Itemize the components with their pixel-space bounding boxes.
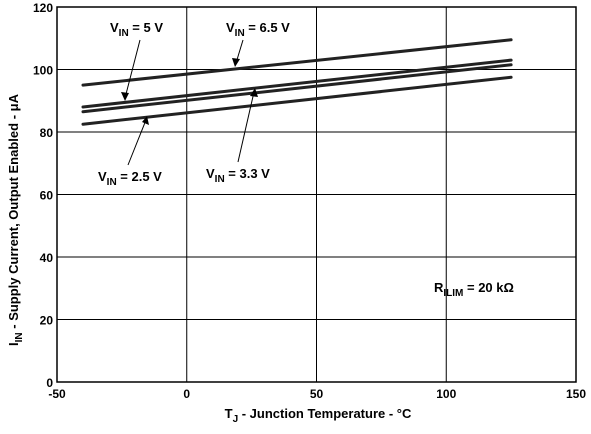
x-tick-label: 150 bbox=[566, 387, 586, 401]
x-tick-label: 0 bbox=[183, 387, 190, 401]
x-tick-label: -50 bbox=[48, 387, 66, 401]
leader-arrowhead bbox=[250, 88, 258, 97]
leader-arrowhead bbox=[121, 92, 129, 101]
grid bbox=[57, 7, 576, 382]
series-label-vin-6p5: VIN = 6.5 V bbox=[226, 20, 290, 67]
y-tick-label: 120 bbox=[33, 1, 53, 15]
series-label-text: VIN = 2.5 V bbox=[98, 169, 162, 188]
x-axis-label-main: T bbox=[225, 406, 233, 421]
y-tick-label: 40 bbox=[40, 251, 54, 265]
series-label-vin-2p5: VIN = 2.5 V bbox=[98, 116, 162, 188]
series-line-3 bbox=[81, 75, 513, 126]
leader-line bbox=[124, 39, 141, 99]
rilim-annotation: RILIM = 20 kΩ bbox=[434, 280, 514, 299]
y-axis-label-main: I bbox=[6, 342, 21, 346]
series-line-1 bbox=[81, 58, 513, 109]
leader-line bbox=[237, 91, 255, 163]
series-label-text: VIN = 3.3 V bbox=[206, 166, 270, 185]
leader-arrowhead bbox=[232, 58, 240, 67]
leader-arrowhead bbox=[142, 116, 149, 125]
plot-border bbox=[56, 6, 577, 383]
series-label-text: VIN = 5 V bbox=[110, 20, 163, 39]
series-label-vin-5: VIN = 5 V bbox=[110, 20, 163, 101]
y-axis-label: IIN - Supply Current, Output Enabled - μ… bbox=[6, 93, 25, 346]
y-tick-label: 80 bbox=[40, 126, 54, 140]
y-tick-label: 60 bbox=[40, 189, 54, 203]
y-tick-label: 100 bbox=[33, 64, 53, 78]
series-label-vin-3p3: VIN = 3.3 V bbox=[206, 88, 270, 185]
y-tick-label: 20 bbox=[40, 314, 54, 328]
plot-frame bbox=[56, 6, 577, 383]
series-line-0 bbox=[81, 38, 513, 87]
x-axis-label-rest: - Junction Temperature - °C bbox=[238, 406, 412, 421]
series-line-2 bbox=[81, 63, 513, 114]
y-axis-label-sub: IN bbox=[14, 332, 25, 342]
leader-line bbox=[127, 119, 147, 166]
x-axis-label-sub: J bbox=[233, 414, 239, 425]
y-tick-label: 0 bbox=[46, 376, 53, 390]
x-tick-label: 100 bbox=[436, 387, 456, 401]
series-lines bbox=[81, 38, 513, 126]
series-label-text: VIN = 6.5 V bbox=[226, 20, 290, 39]
x-tick-label: 50 bbox=[310, 387, 324, 401]
y-axis-label-rest: - Supply Current, Output Enabled - μA bbox=[6, 93, 21, 332]
x-axis-label: TJ - Junction Temperature - °C bbox=[225, 406, 412, 425]
